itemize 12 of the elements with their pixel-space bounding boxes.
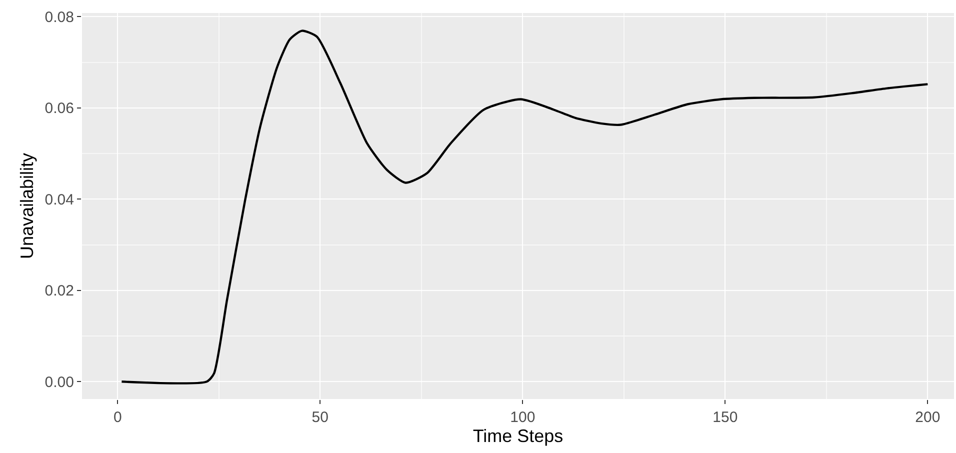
y-tick-label: 0.08	[44, 8, 74, 26]
x-tick-label: 0	[113, 409, 122, 426]
y-tick-label: 0.04	[44, 191, 74, 208]
y-tick-label: 0.06	[44, 100, 74, 118]
x-tick-label: 100	[510, 409, 536, 426]
y-tick-label: 0.02	[44, 282, 74, 300]
y-tick-label: 0.00	[44, 374, 74, 391]
y-axis-title: Unavailability	[16, 152, 37, 260]
x-tick-label: 150	[712, 409, 738, 426]
x-axis-title: Time Steps	[472, 426, 564, 446]
x-tick-label: 50	[312, 409, 328, 426]
x-tick-label: 200	[915, 409, 940, 426]
